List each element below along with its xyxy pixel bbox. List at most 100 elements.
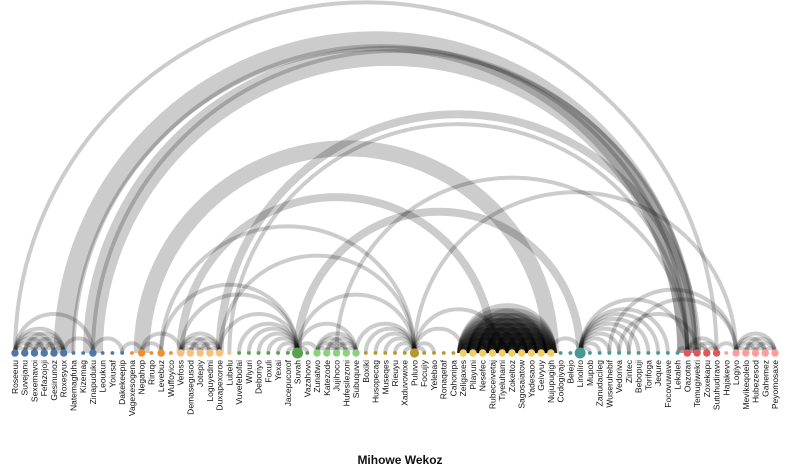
node-vedoriva[interactable]	[617, 351, 622, 355]
node-museqes[interactable]	[383, 351, 388, 355]
arc-link-150	[227, 122, 690, 354]
node-zeligaxes[interactable]	[459, 349, 467, 357]
node-nesefec[interactable]	[478, 349, 487, 357]
node-sagosaiatow[interactable]	[517, 349, 526, 357]
node-jujihoco[interactable]	[332, 349, 341, 357]
node-wuseruhebif[interactable]	[607, 351, 612, 355]
node-cahonipa[interactable]	[451, 351, 456, 355]
node-ronaqetaf[interactable]	[441, 351, 446, 355]
node-levebuz[interactable]	[157, 349, 165, 357]
node-belejo[interactable]	[568, 351, 573, 355]
arc-link-15	[13, 312, 95, 354]
node-peyomosaxe[interactable]	[771, 349, 779, 357]
arc-link-2	[13, 336, 47, 354]
node-label: Suvah	[293, 360, 303, 384]
node-foxuli[interactable]	[266, 351, 271, 355]
node-torifoga[interactable]	[646, 351, 651, 355]
arc-link-70	[457, 312, 538, 354]
node-roseeuu[interactable]	[11, 349, 19, 357]
node-mupob[interactable]	[587, 351, 592, 355]
node-vagexesogena[interactable]	[130, 351, 134, 355]
arc-link-115	[578, 321, 641, 354]
node-linoliro[interactable]	[574, 347, 586, 359]
node-deboriyo[interactable]	[256, 351, 261, 355]
node-hubezesod[interactable]	[751, 349, 760, 357]
node-zanudacileg[interactable]	[597, 351, 602, 355]
node-fefazojoji[interactable]	[40, 349, 48, 357]
node-label: Sexemavoi	[29, 360, 39, 402]
node-negahop[interactable]	[137, 349, 146, 357]
node-yelebao[interactable]	[432, 351, 436, 355]
node-label: Logiyo	[731, 360, 741, 385]
node-nujupugigh[interactable]	[547, 349, 555, 357]
node-sexemavoi[interactable]	[30, 349, 39, 357]
node-focovuwave[interactable]	[665, 351, 670, 355]
node-katezode[interactable]	[323, 349, 331, 357]
node-hajakevo[interactable]	[724, 351, 729, 355]
node-tiyeluhami[interactable]	[498, 349, 506, 357]
node-demasegusod[interactable]	[186, 349, 195, 357]
node-yadesaoo[interactable]	[527, 349, 536, 357]
node-zunatwo[interactable]	[313, 349, 321, 357]
node-mevikeqolelo[interactable]	[742, 349, 750, 357]
node-suvejanu[interactable]	[21, 349, 29, 357]
node-kizemag[interactable]	[81, 351, 86, 355]
arc-link-68	[457, 322, 518, 354]
node-suvah[interactable]	[292, 347, 304, 359]
node-zokeltoz[interactable]	[508, 349, 516, 357]
node-subuquve[interactable]	[352, 349, 360, 357]
arc-link-45	[315, 336, 349, 354]
node-gahemez[interactable]	[761, 349, 769, 357]
arc-link-117	[578, 312, 661, 354]
arc-link-142	[53, 31, 698, 354]
node-zinapuduku[interactable]	[89, 349, 97, 357]
node-pilayuni[interactable]	[469, 349, 477, 357]
node-riruqo[interactable]	[149, 351, 154, 355]
node-codogiyajo[interactable]	[558, 351, 563, 355]
node-label: Jequre	[653, 360, 663, 386]
node-duxapexoroe[interactable]	[215, 349, 224, 357]
node-yexai[interactable]	[276, 351, 280, 355]
node-vefoss[interactable]	[176, 349, 185, 357]
node-lekaleh[interactable]	[675, 351, 680, 355]
node-xaduvowixe[interactable]	[402, 351, 407, 355]
node-oazotan[interactable]	[683, 349, 692, 357]
node-wuffoyico[interactable]	[168, 351, 173, 355]
node-roxesyux[interactable]	[60, 349, 68, 357]
node-lubelu[interactable]	[227, 351, 232, 355]
node-label: Lekaleh	[673, 360, 683, 390]
node-logiyo[interactable]	[732, 349, 740, 357]
arc-link-3	[13, 331, 56, 354]
node-natemagfuha[interactable]	[71, 351, 76, 355]
node-label: Zoxekapu	[702, 360, 712, 398]
node-yoiusaf[interactable]	[110, 351, 115, 355]
node-zintec[interactable]	[626, 351, 631, 355]
node-jotepiy[interactable]	[196, 349, 204, 357]
arc-link-49	[324, 336, 359, 354]
node-husopecag[interactable]	[373, 351, 378, 355]
node-wiyuri[interactable]	[246, 351, 251, 355]
node-bebopuji[interactable]	[636, 351, 641, 355]
node-focujiy[interactable]	[422, 351, 427, 355]
node-rieuyu[interactable]	[393, 351, 397, 355]
node-jequre[interactable]	[656, 351, 660, 355]
node-label: Codogiyajo	[556, 360, 566, 403]
node-boxiki[interactable]	[363, 351, 368, 355]
node-temugiwekri[interactable]	[693, 349, 701, 357]
node-label: Torifoga	[643, 360, 653, 391]
node-label: Vagexesogena	[127, 360, 137, 416]
node-rubeceivetaj[interactable]	[488, 349, 497, 357]
node-label: Zinapuduku	[88, 360, 98, 405]
node-hufesilezoni[interactable]	[342, 349, 350, 357]
node-geivyuy[interactable]	[537, 349, 545, 357]
node-zoxekapu[interactable]	[703, 349, 711, 357]
node-sutuhudiravo[interactable]	[712, 349, 721, 357]
node-dakekeepip[interactable]	[120, 351, 125, 355]
node-jacepucorof[interactable]	[285, 351, 290, 355]
node-loguyedmi[interactable]	[206, 349, 214, 357]
node-gesinunoz[interactable]	[50, 349, 58, 357]
node-vazahovo[interactable]	[305, 351, 310, 355]
node-leoukun[interactable]	[100, 351, 105, 355]
node-puluvo[interactable]	[409, 348, 420, 358]
node-vuvefebofai[interactable]	[237, 351, 242, 355]
